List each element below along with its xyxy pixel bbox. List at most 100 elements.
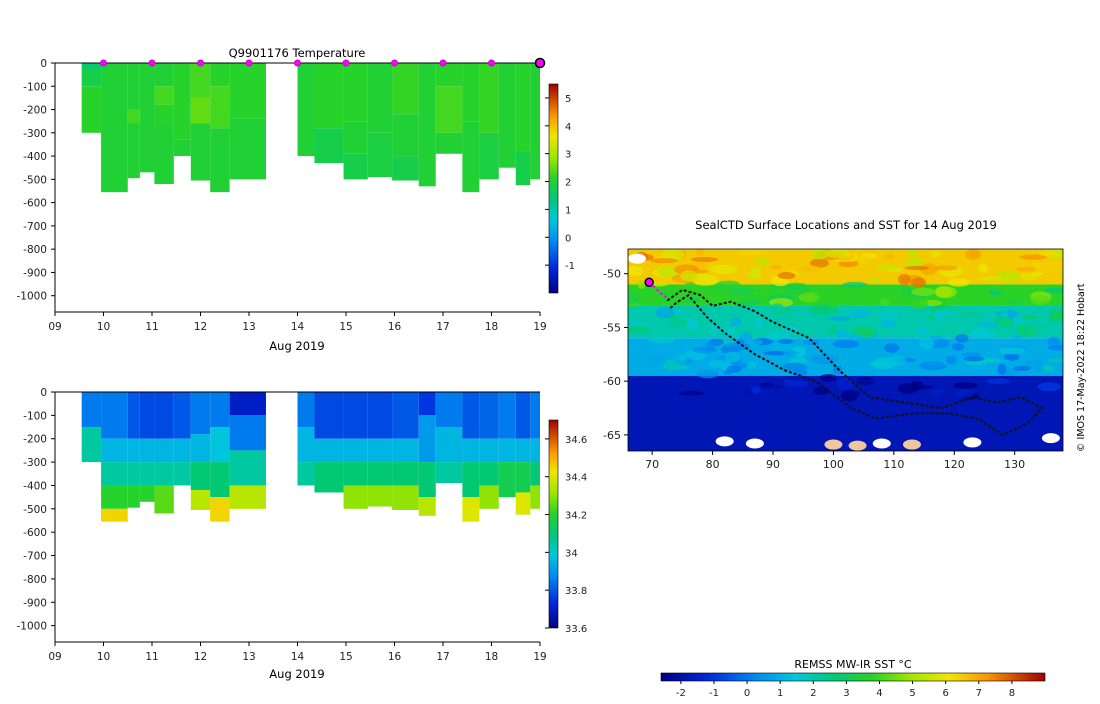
temperature-profile-cell bbox=[515, 151, 531, 186]
sst-texture-patch bbox=[978, 263, 988, 273]
sst-texture-patch bbox=[661, 249, 686, 260]
sst-colorbar-label: REMSS MW-IR SST °C bbox=[794, 658, 912, 671]
land-ice-patch bbox=[848, 440, 867, 451]
sst-texture-patch bbox=[686, 318, 699, 330]
salinity-x-tick-label: 13 bbox=[242, 651, 255, 663]
sst-texture-patch bbox=[1034, 365, 1045, 372]
sst-texture-patch bbox=[675, 365, 690, 370]
salinity-section-plot: 0 -100 -200 -300 -400 -500 -600 -700 -800 -900 -10… bbox=[16, 387, 587, 663]
sst-texture-patch bbox=[883, 253, 895, 260]
salinity-profile-cell bbox=[229, 415, 266, 451]
map-lon-tick-label: 70 bbox=[645, 458, 659, 471]
salinity-profile-cell bbox=[297, 427, 315, 463]
sst-texture-patch bbox=[897, 383, 919, 394]
salinity-profile-cell bbox=[515, 392, 531, 439]
sst-texture-patch bbox=[827, 302, 838, 309]
temperature-y-tick-label: -400 bbox=[23, 151, 47, 163]
temperature-colorbar-tick-label: -1 bbox=[565, 261, 575, 272]
salinity-profile-cell bbox=[418, 392, 436, 416]
salinity-profile-cell bbox=[462, 438, 480, 463]
sst-texture-patch bbox=[1041, 364, 1055, 372]
temperature-colorbar-tick-label: 0 bbox=[565, 233, 571, 244]
salinity-profile-cell bbox=[154, 485, 174, 514]
surface-location-marker bbox=[100, 59, 107, 67]
sst-texture-patch bbox=[745, 338, 763, 346]
salinity-profile-cell bbox=[101, 462, 128, 486]
sst-texture-patch bbox=[879, 298, 890, 307]
sst-colorbar-tick-label: 4 bbox=[876, 688, 882, 699]
sst-texture-patch bbox=[680, 270, 697, 282]
temperature-profile-cell bbox=[229, 63, 266, 119]
sst-texture-patch bbox=[1044, 287, 1063, 294]
sst-texture-patch bbox=[702, 257, 713, 263]
land-ice-patch bbox=[1041, 433, 1060, 444]
sst-texture-patch bbox=[710, 322, 720, 335]
temperature-y-tick-label: -1000 bbox=[16, 291, 47, 303]
temperature-colorbar-tick-label: 5 bbox=[565, 94, 571, 105]
temperature-colorbar bbox=[548, 83, 559, 294]
sst-texture-patch bbox=[953, 382, 978, 390]
sst-texture-patch bbox=[911, 287, 936, 297]
sst-texture-patch bbox=[643, 285, 663, 294]
sst-colorbar-tick-label: -1 bbox=[709, 688, 719, 699]
sst-texture-patch bbox=[1037, 382, 1061, 392]
sst-texture-patch bbox=[730, 317, 742, 327]
salinity-profile-cell bbox=[479, 485, 499, 509]
sst-texture-patch bbox=[712, 283, 727, 293]
salinity-y-tick-label: -1000 bbox=[16, 621, 47, 633]
sst-texture-patch bbox=[694, 249, 705, 256]
salinity-profile-cell bbox=[343, 438, 368, 463]
temperature-profile-cell bbox=[435, 86, 463, 133]
surface-location-marker bbox=[294, 59, 301, 67]
temperature-profile-cell bbox=[154, 63, 174, 87]
salinity-y-tick-label: -500 bbox=[23, 504, 47, 516]
salinity-profile-cell bbox=[367, 485, 393, 507]
salinity-profile-cell bbox=[81, 427, 102, 463]
salinity-y-tick-label: -200 bbox=[23, 434, 47, 446]
sst-texture-patch bbox=[879, 310, 899, 322]
temperature-colorbar-tick-label: 3 bbox=[565, 150, 571, 161]
temperature-plot-title: Q9901176 Temperature bbox=[229, 46, 366, 60]
sst-texture-patch bbox=[813, 386, 830, 396]
sst-texture-patch bbox=[801, 291, 820, 303]
latest-position-marker bbox=[534, 57, 546, 69]
salinity-profile-cell bbox=[435, 427, 463, 463]
salinity-profile-cell bbox=[127, 438, 140, 463]
surface-location-marker bbox=[245, 59, 253, 67]
temperature-profile-cell bbox=[343, 153, 368, 180]
map-lon-tick-label: 110 bbox=[883, 458, 904, 471]
temperature-profile-cell bbox=[392, 114, 419, 157]
sst-texture-patch bbox=[628, 327, 650, 333]
temperature-x-tick-label: 13 bbox=[242, 321, 255, 333]
sst-texture-patch bbox=[628, 292, 642, 304]
temperature-profile-cell bbox=[154, 86, 174, 105]
sst-texture-patch bbox=[729, 308, 745, 313]
sst-texture-patch bbox=[909, 298, 929, 309]
map-frame bbox=[627, 248, 1064, 452]
salinity-colorbar-tick-label: 33.8 bbox=[565, 586, 587, 597]
sst-colorbar-tick-label: 1 bbox=[777, 688, 783, 699]
salinity-profile-cell bbox=[314, 392, 344, 439]
salinity-profile-cell bbox=[479, 462, 499, 486]
sst-colorbar-tick-label: 8 bbox=[1009, 688, 1015, 699]
salinity-x-tick-label: 17 bbox=[436, 651, 449, 663]
temperature-colorbar-tick-label: 4 bbox=[565, 122, 571, 133]
temperature-x-tick-label: 19 bbox=[533, 321, 546, 333]
salinity-profile-cell bbox=[392, 485, 419, 510]
temperature-x-tick-label: 12 bbox=[194, 321, 207, 333]
sst-texture-patch bbox=[919, 263, 938, 275]
sst-texture-patch bbox=[1030, 295, 1051, 305]
land-ice-patch bbox=[628, 253, 647, 264]
surface-location-marker bbox=[342, 59, 350, 67]
salinity-profile-cell bbox=[127, 485, 140, 508]
temperature-profile-cell bbox=[462, 63, 480, 122]
sst-texture-patch bbox=[783, 379, 809, 388]
temperature-profile-cell bbox=[81, 63, 102, 70]
sst-texture-patch bbox=[684, 358, 693, 365]
temperature-profile-cell bbox=[343, 121, 368, 154]
temperature-profile-cell bbox=[173, 139, 191, 157]
salinity-y-tick-label: -400 bbox=[23, 480, 47, 492]
temperature-profile-cell bbox=[314, 128, 344, 164]
temperature-x-tick-label: 11 bbox=[145, 321, 158, 333]
